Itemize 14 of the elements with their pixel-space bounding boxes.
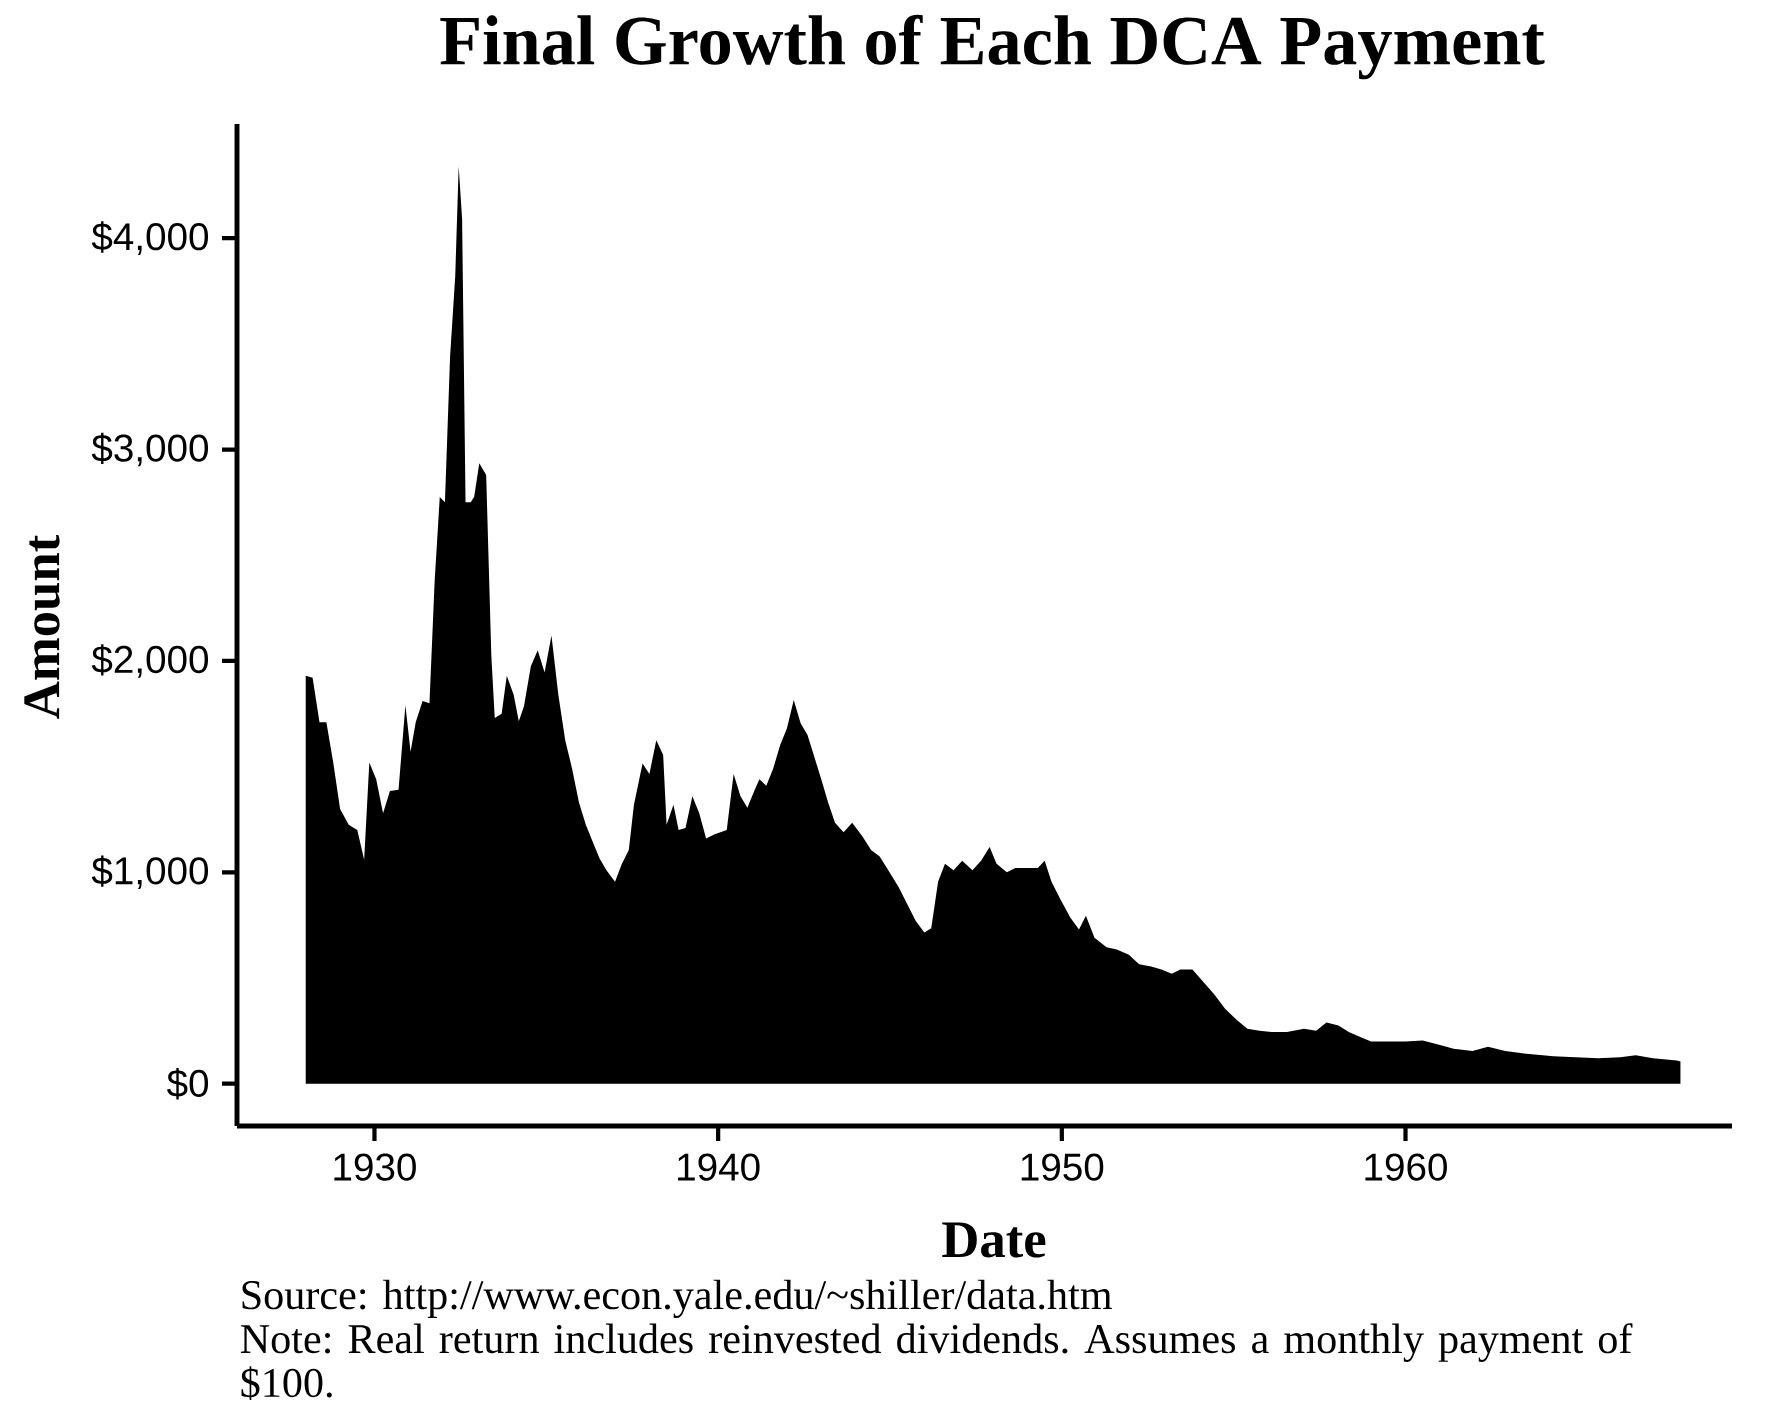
text: Note: Real return includes reinvested dividends. Assumes a monthly payment of $100. <box>240 1323 1633 1401</box>
y-tick-label: $1,000 <box>91 855 209 890</box>
x-tick-label: 1960 <box>1365 1153 1447 1181</box>
x-tick-label: 1930 <box>334 1153 416 1181</box>
x-axis-title: Date <box>942 1222 1046 1258</box>
y-tick-label: $4,000 <box>91 221 209 255</box>
x-tick-label: 1950 <box>1021 1153 1104 1181</box>
source-note: Source: http://www.econ.yale.edu/~shiller/data.htm <box>242 1279 1112 1319</box>
y-axis-title: Amount <box>24 534 60 719</box>
y-tick-label: $3,000 <box>91 432 209 467</box>
chart-title: Final Growth of Each DCA Payment <box>440 14 1545 80</box>
y-tick-label: $2,000 <box>91 644 209 678</box>
x-tick-label: 1940 <box>678 1153 760 1181</box>
y-tick-label: $0 <box>167 1068 209 1100</box>
